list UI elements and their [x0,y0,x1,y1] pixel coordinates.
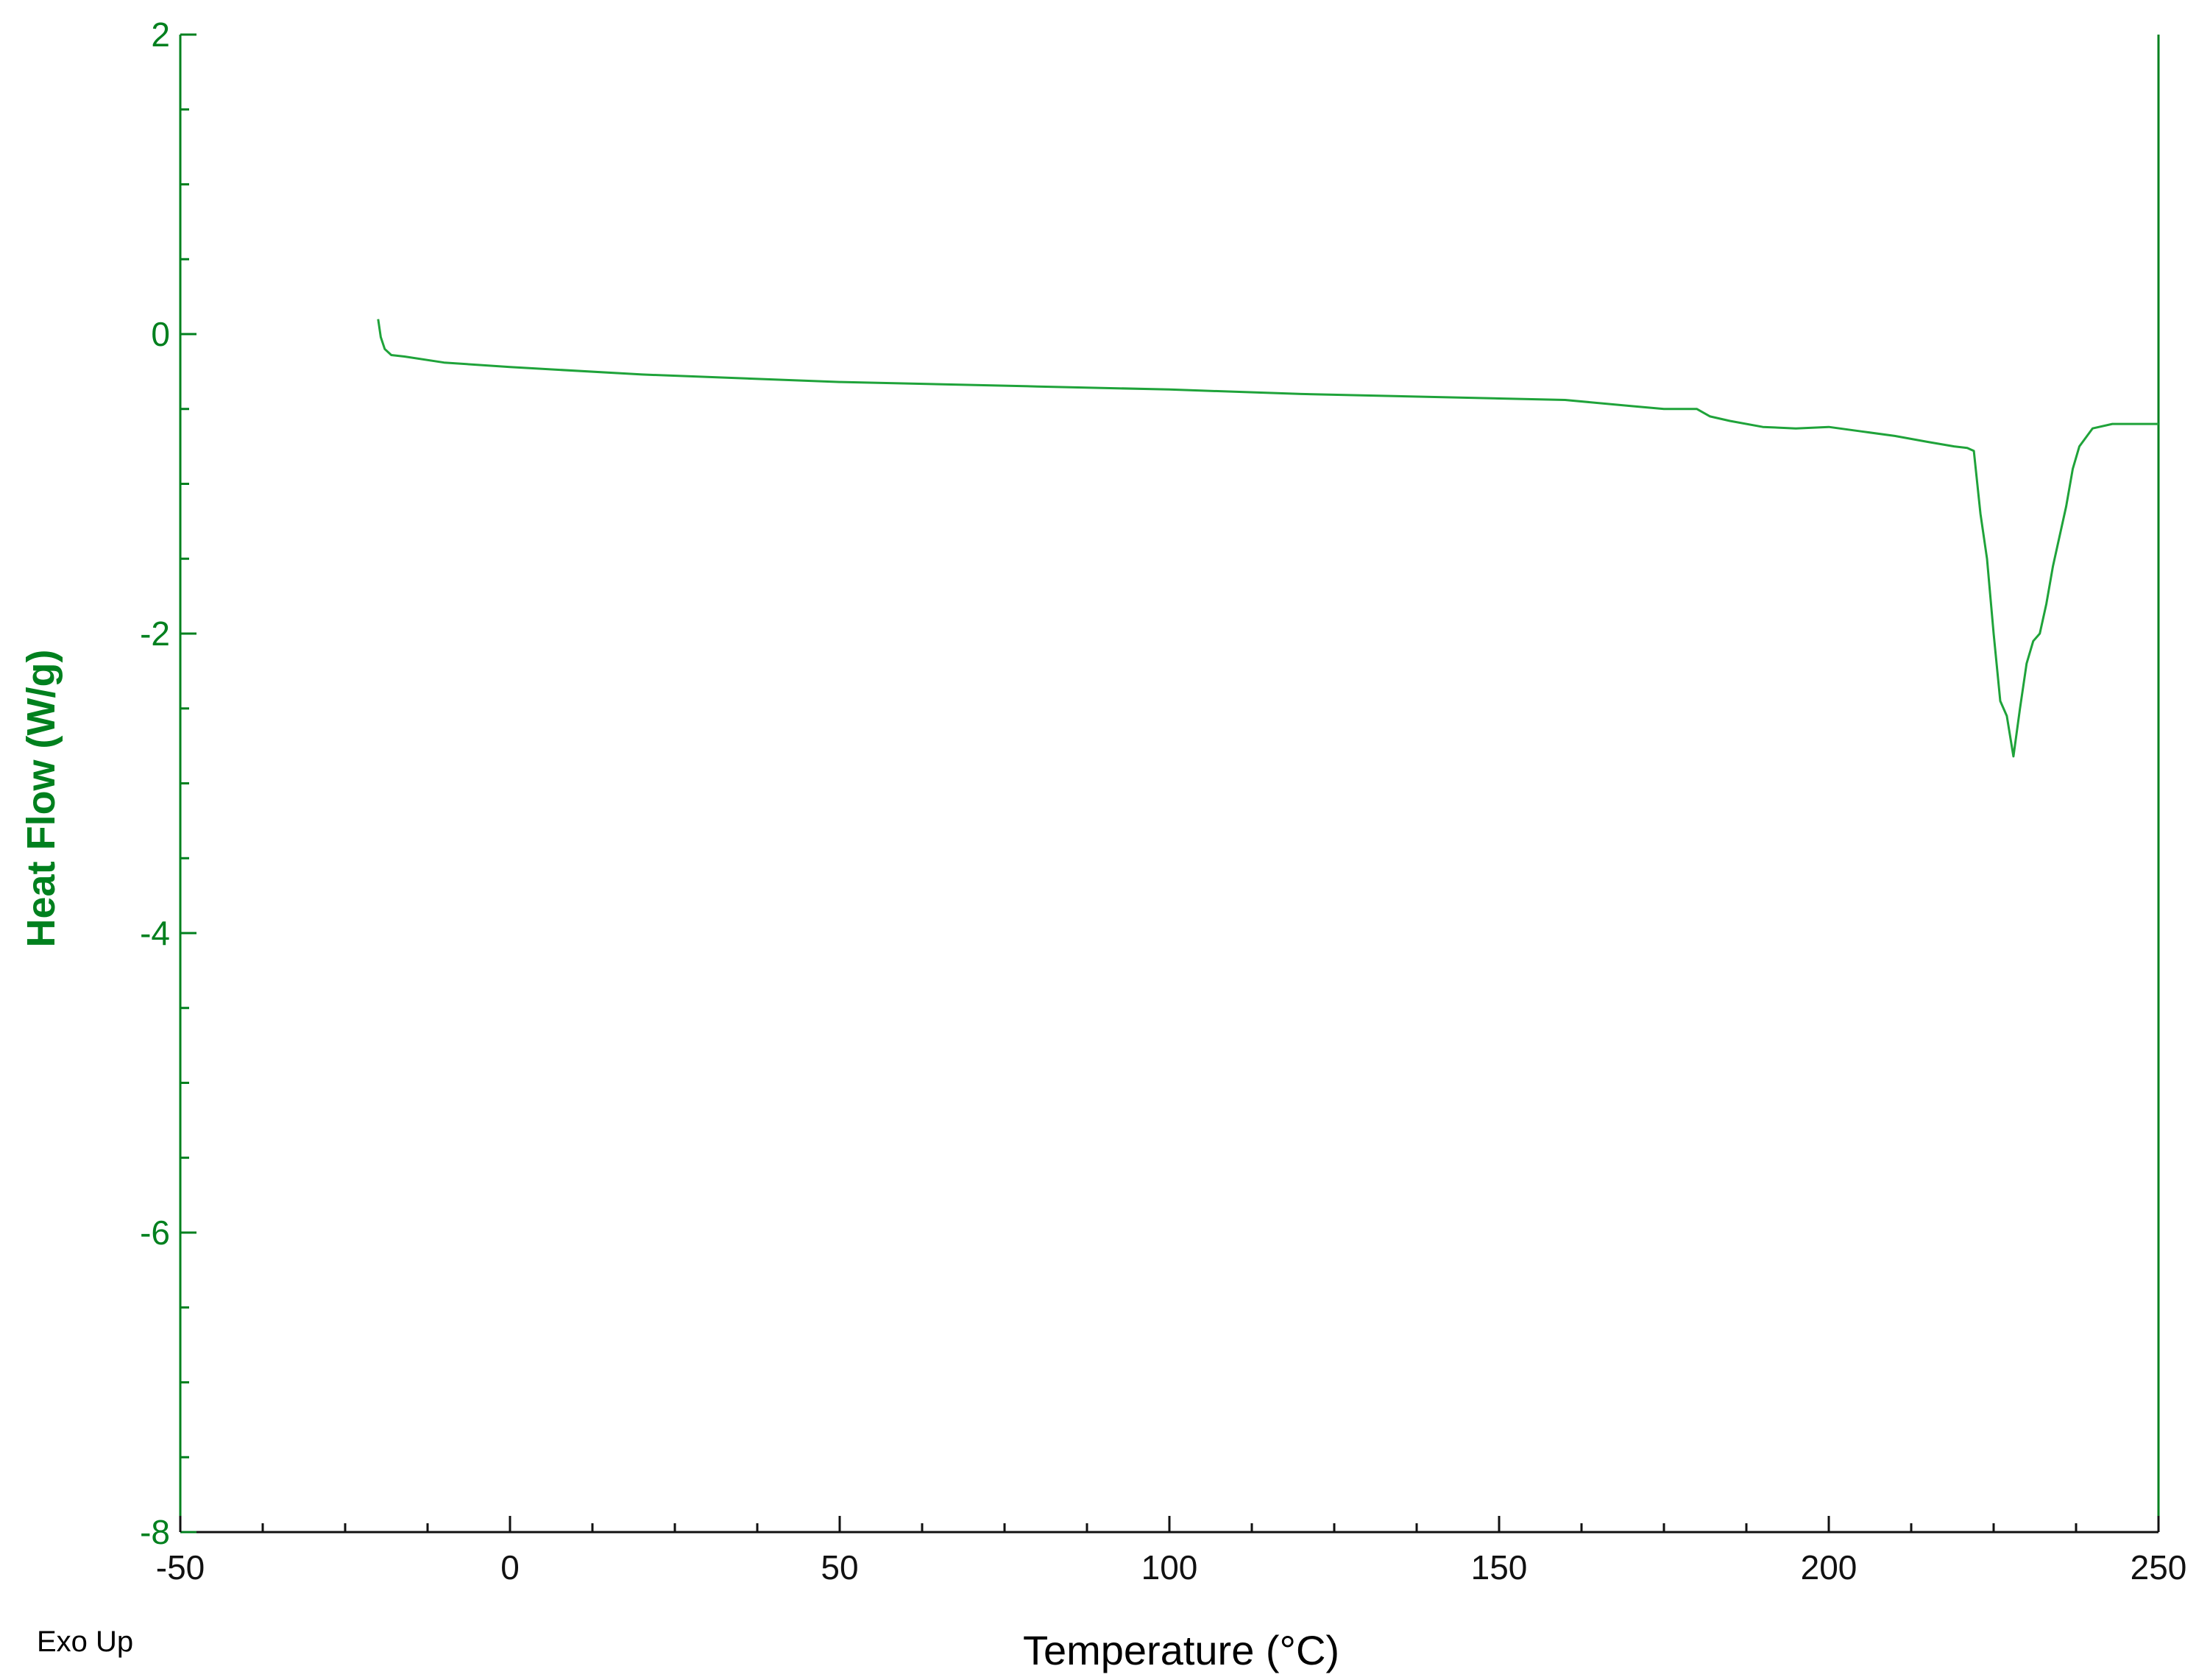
y-tick-label: -6 [140,1213,170,1252]
x-axis-title: Temperature (°C) [1023,1627,1339,1673]
x-tick-label: 150 [1471,1548,1528,1587]
x-tick-label: -50 [156,1548,205,1587]
x-tick-label: 250 [2131,1548,2187,1587]
x-tick-label: 100 [1141,1548,1198,1587]
y-tick-label: -8 [140,1513,170,1551]
y-tick-label: -4 [140,914,170,952]
x-tick-label: 0 [500,1548,520,1587]
plot-frame [180,35,2158,1532]
heat-flow-curve [377,319,2158,758]
y-tick-label: 0 [151,315,170,353]
y-tick-label: -2 [140,614,170,653]
y-axis-title: Heat Flow (W/g) [19,650,63,948]
axis-ticks [179,33,2160,1534]
y-tick-label: 2 [151,15,170,54]
exo-up-label: Exo Up [37,1626,133,1658]
x-tick-label: 200 [1801,1548,1857,1587]
tick-labels: 2 0 -2 -4 -6 -8-50 0 50 100 150 200 250 [140,15,2186,1587]
x-tick-label: 50 [821,1548,858,1587]
